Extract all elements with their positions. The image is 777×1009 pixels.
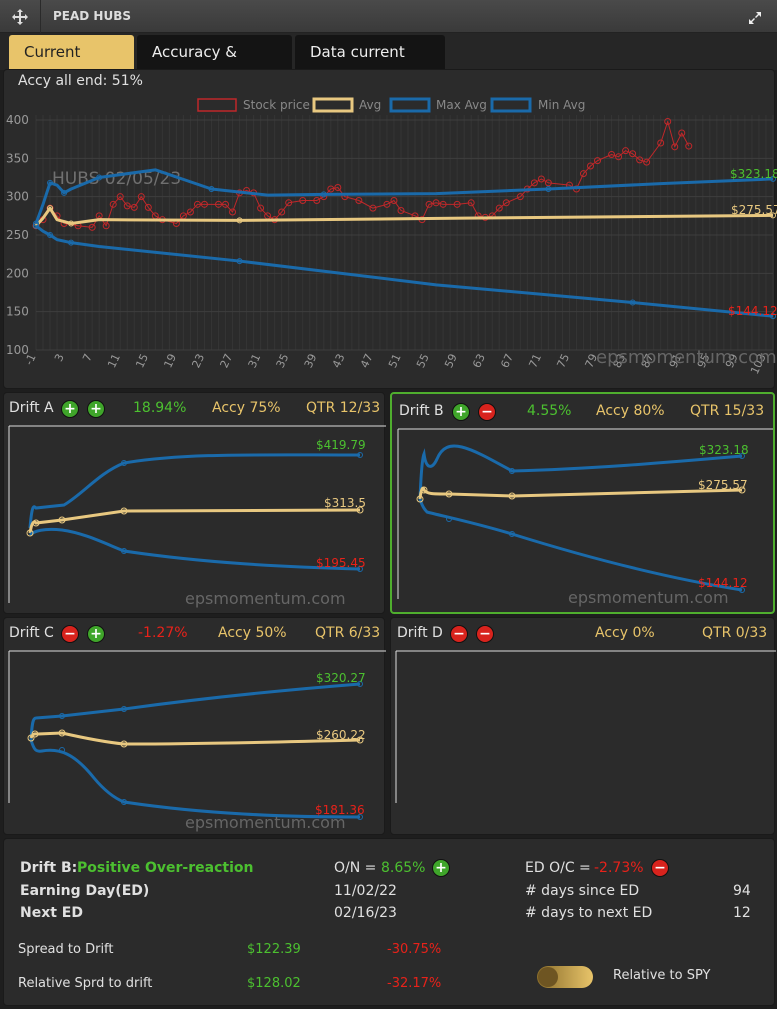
drift-c-accy: Accy 50%	[218, 625, 287, 641]
drift-a-qtr: QTR 12/33	[306, 400, 381, 416]
drift-c-chart: $320.27 $260.22 $181.36 epsmomentum.com	[8, 650, 386, 832]
drift-c-plus-icon: +	[87, 625, 105, 643]
drift-c-max-label: $320.27	[316, 671, 366, 685]
drift-a-plus-icon: +	[61, 400, 79, 418]
rel-spread-label: Relative Sprd to drift	[18, 976, 153, 991]
drift-b-min-label: $144.12	[698, 576, 748, 590]
days-next-label: # days to next ED	[525, 905, 653, 921]
drift-c-minus-icon: −	[61, 625, 79, 643]
drift-d-chart	[395, 650, 776, 803]
drift-b-panel[interactable]: Drift B + − 4.55% Accy 80% QTR 15/33 $32…	[390, 392, 775, 614]
drift-b-pct: 4.55%	[527, 403, 572, 419]
toggle-label: Relative to SPY	[613, 968, 711, 983]
days-next-value: 12	[733, 905, 751, 921]
drift-a-watermark: epsmomentum.com	[185, 589, 346, 608]
drift-b-chart: $323.18 $275.57 $144.12 epsmomentum.com	[397, 428, 773, 607]
spread-label: Spread to Drift	[18, 942, 114, 957]
app-title: PEAD HUBS	[53, 9, 131, 23]
drift-c-pct: -1.27%	[138, 625, 188, 641]
title-bar: PEAD HUBS	[0, 0, 777, 33]
summary-drift-label: Drift B:	[20, 860, 78, 876]
drift-c-panel[interactable]: Drift C − + -1.27% Accy 50% QTR 6/33 $32…	[3, 617, 386, 835]
drift-c-qtr: QTR 6/33	[315, 625, 381, 641]
drift-c-min-label: $181.36	[315, 803, 365, 817]
drift-a-accy: Accy 75%	[212, 400, 281, 416]
drift-a-avg-label: $313.5	[324, 496, 366, 510]
summary-drift-desc: Positive Over-reaction	[77, 860, 254, 876]
drift-d-title: Drift D	[397, 625, 443, 641]
drift-d-minus-icon: −	[450, 625, 468, 643]
drift-c-title: Drift C	[9, 625, 54, 641]
edoc-minus-icon: −	[651, 859, 669, 877]
tab-accuracy-history[interactable]: Accuracy & history	[137, 35, 292, 96]
earning-day-value: 11/02/22	[334, 883, 397, 899]
drift-b-title: Drift B	[399, 403, 444, 419]
drift-d-minus-icon-2: −	[476, 625, 494, 643]
on-value: 8.65%	[381, 860, 426, 876]
drift-b-plus-icon: +	[452, 403, 470, 421]
drift-a-max-label: $419.79	[316, 438, 366, 452]
on-label: O/N =	[334, 860, 377, 876]
earning-day-label: Earning Day(ED)	[20, 883, 150, 899]
drift-b-qtr: QTR 15/33	[690, 403, 765, 419]
move-icon[interactable]	[0, 0, 41, 33]
drift-a-min-label: $195.45	[316, 556, 366, 570]
summary-panel: Drift B: Positive Over-reaction O/N = 8.…	[3, 838, 775, 1006]
tab-current-pead[interactable]: Current PEAD	[9, 35, 134, 96]
on-plus-icon: +	[432, 859, 450, 877]
drift-c-watermark: epsmomentum.com	[185, 813, 346, 832]
next-ed-label: Next ED	[20, 905, 83, 921]
next-ed-value: 02/16/23	[334, 905, 397, 921]
drift-b-watermark: epsmomentum.com	[568, 588, 729, 607]
relative-to-spy-toggle[interactable]	[537, 966, 593, 988]
accy-all-end: Accy all end: 51%	[18, 73, 143, 89]
drift-a-plus-icon-2: +	[87, 400, 105, 418]
drift-a-panel[interactable]: Drift A + + 18.94% Accy 75% QTR 12/33 $4…	[3, 392, 386, 614]
drift-b-avg-label: $275.57	[698, 478, 748, 492]
tab-bar: Current PEAD Accuracy & history Data cur…	[0, 33, 777, 96]
toggle-knob[interactable]	[538, 967, 558, 987]
edoc-label: ED O/C =	[525, 860, 591, 876]
drift-b-minus-icon: −	[478, 403, 496, 421]
tab-data-current-drift[interactable]: Data current drift	[295, 35, 445, 96]
days-since-value: 94	[733, 883, 751, 899]
days-since-label: # days since ED	[525, 883, 640, 899]
spread-value: $122.39	[247, 942, 301, 957]
main-chart-panel: Accy all end: 51%	[3, 69, 775, 389]
drift-d-qtr: QTR 0/33	[702, 625, 768, 641]
edoc-value: -2.73%	[594, 860, 644, 876]
spread-pct: -30.75%	[387, 942, 442, 957]
drift-d-panel[interactable]: Drift D − − Accy 0% QTR 0/33	[390, 617, 776, 835]
drift-d-accy: Accy 0%	[595, 625, 655, 641]
drift-b-accy: Accy 80%	[596, 403, 665, 419]
drift-a-title: Drift A	[9, 400, 54, 416]
expand-icon[interactable]	[748, 10, 762, 29]
rel-spread-value: $128.02	[247, 976, 301, 991]
drift-a-pct: 18.94%	[133, 400, 187, 416]
drift-c-avg-label: $260.22	[316, 728, 366, 742]
drift-b-max-label: $323.18	[699, 443, 749, 457]
rel-spread-pct: -32.17%	[387, 976, 442, 991]
drift-a-chart: $419.79 $313.5 $195.45 epsmomentum.com	[8, 425, 386, 608]
